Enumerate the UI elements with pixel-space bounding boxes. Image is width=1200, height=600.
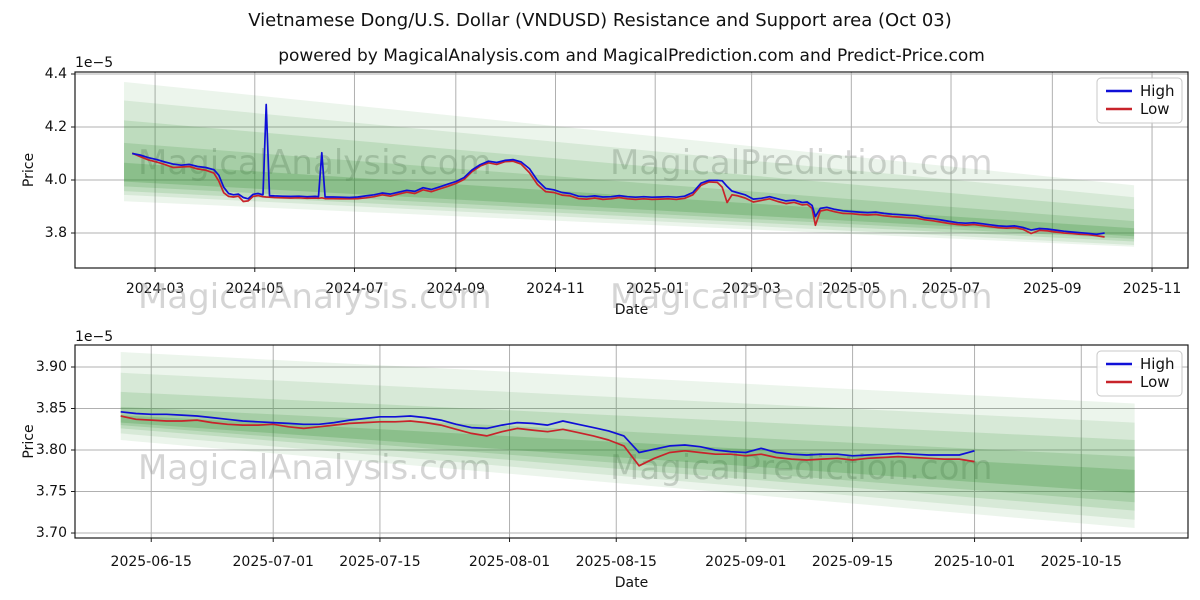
y-tick-label: 3.70 [36, 525, 67, 541]
x-tick-label: 2025-09 [1023, 281, 1082, 297]
x-tick-label: 2025-05 [822, 281, 881, 297]
band [124, 100, 1135, 245]
x-tick-label: 2025-08-01 [469, 554, 550, 570]
y-tick-label: 3.90 [36, 359, 67, 375]
x-axis: 2025-06-15 2025-07-01 2025-07-15 2025-08-01… [111, 538, 1122, 570]
watermark-prediction: MagicalPrediction.com [610, 143, 993, 183]
y-axis: 3.90 3.85 3.80 3.75 3.70 [36, 359, 75, 541]
watermark-layer: MagicalAnalysis.com MagicalPrediction.com [138, 143, 993, 183]
y-tick-label: 3.80 [36, 442, 67, 458]
y-axis-label: Price [21, 424, 37, 458]
x-tick-label: 2025-07 [922, 281, 981, 297]
high-line [132, 103, 1105, 236]
y-axis-label: Price [21, 153, 37, 187]
legend-low-label: Low [1140, 373, 1170, 391]
chart-title: Vietnamese Dong/U.S. Dollar (VNDUSD) Res… [248, 10, 952, 31]
x-tick-label: 2024-07 [325, 281, 384, 297]
band [124, 81, 1135, 247]
x-tick-label: 2025-07-01 [233, 554, 314, 570]
watermark-analysis: MagicalAnalysis.com [138, 277, 492, 317]
y-axis: 4.4 4.2 4.0 3.8 [45, 66, 75, 241]
band [120, 406, 1135, 503]
watermark-middle-layer: MagicalAnalysis.com MagicalPrediction.com [138, 277, 993, 317]
x-tick-label: 2025-08-15 [576, 554, 657, 570]
plot-border [74, 344, 1189, 539]
band [120, 372, 1135, 520]
high-line [120, 410, 975, 457]
x-tick-label: 2025-03 [722, 281, 781, 297]
x-tick-label: 2025-11 [1123, 281, 1182, 297]
x-tick-label: 2025-10-01 [934, 554, 1015, 570]
x-tick-label: 2025-09-15 [812, 554, 893, 570]
legend-low-label: Low [1140, 100, 1170, 118]
x-axis-label: Date [615, 575, 648, 591]
y-tick-label: 4.2 [45, 119, 67, 135]
low-line [120, 415, 975, 467]
x-tick-label: 2024-11 [526, 281, 585, 297]
y-offset-label: 1e−5 [75, 329, 113, 345]
y-tick-label: 3.8 [45, 225, 67, 241]
y-tick-label: 4.0 [45, 172, 67, 188]
watermark-analysis: MagicalAnalysis.com [138, 448, 492, 488]
legend-high-label: High [1140, 355, 1174, 373]
legend-box [1096, 77, 1183, 124]
y-offset-label: 1e−5 [75, 55, 113, 71]
x-tick-label: 2024-09 [427, 281, 486, 297]
x-axis: 2024-03 2024-05 2024-07 2024-09 2024-11 2025-… [126, 268, 1181, 297]
watermark-prediction: MagicalPrediction.com [610, 277, 993, 317]
y-tick-label: 3.85 [36, 401, 67, 417]
chart-subtitle: powered by MagicalAnalysis.com and Magic… [278, 46, 985, 66]
watermark-analysis: MagicalAnalysis.com [138, 143, 492, 183]
legend-box [1096, 350, 1183, 397]
x-tick-label: 2024-03 [126, 281, 185, 297]
legend-high-label: High [1140, 82, 1174, 100]
x-tick-label: 2025-01 [626, 281, 685, 297]
x-tick-label: 2025-07-15 [339, 554, 420, 570]
y-tick-label: 3.75 [36, 484, 67, 500]
low-line [131, 152, 1105, 238]
y-tick-label: 4.4 [45, 66, 67, 82]
x-tick-label: 2024-05 [226, 281, 285, 297]
band [120, 415, 1135, 494]
plot-border [74, 71, 1189, 269]
x-tick-label: 2025-10-15 [1041, 554, 1122, 570]
x-tick-label: 2025-06-15 [111, 554, 192, 570]
band [124, 120, 1135, 242]
recent-range-chart: MagicalAnalysis.com MagicalPrediction.com… [21, 329, 1189, 591]
long-range-chart: MagicalAnalysis.com MagicalPrediction.com… [21, 55, 1189, 318]
x-tick-label: 2025-09-01 [705, 554, 786, 570]
grid [75, 345, 1188, 538]
support-resistance-bands [124, 81, 1135, 247]
x-axis-label: Date [615, 302, 648, 318]
